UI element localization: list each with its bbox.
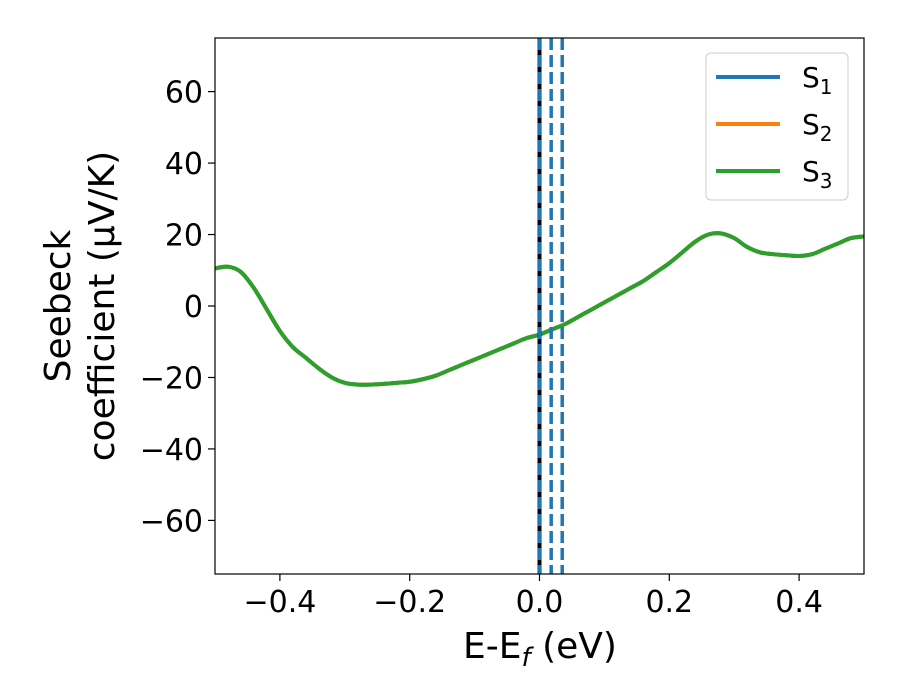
y-tick-label: 60 xyxy=(165,76,203,111)
x-tick-label: −0.4 xyxy=(243,585,316,620)
x-axis: −0.4 −0.2 0.0 0.2 0.4 xyxy=(243,574,823,620)
y-tick-label: 20 xyxy=(165,219,203,254)
y-tick-label: −60 xyxy=(140,504,203,539)
svg-text:Seebeck: Seebeck xyxy=(38,229,79,382)
x-tick-label: 0.4 xyxy=(775,585,823,620)
legend-label-s1: S1 xyxy=(802,61,833,99)
svg-text:coefficient (μV/K): coefficient (μV/K) xyxy=(82,151,123,461)
legend-box xyxy=(705,52,849,201)
y-tick-label: 0 xyxy=(184,290,203,325)
legend: S1 S2 S3 xyxy=(705,52,849,201)
x-tick-label: −0.2 xyxy=(373,585,446,620)
legend-label-s2: S2 xyxy=(802,108,833,146)
x-tick-label: 0.2 xyxy=(645,585,693,620)
y-tick-label: −40 xyxy=(140,433,203,468)
y-axis-label: Seebeck coefficient (μV/K) xyxy=(38,151,123,461)
plot-area xyxy=(215,38,864,574)
x-tick-label: 0.0 xyxy=(516,585,564,620)
legend-label-s3: S3 xyxy=(802,155,833,193)
x-axis-label: E-Ef (eV) xyxy=(463,626,617,673)
y-axis: 60 40 20 0 −20 −40 −60 xyxy=(140,76,215,539)
y-tick-label: −20 xyxy=(140,361,203,396)
y-tick-label: 40 xyxy=(165,147,203,182)
